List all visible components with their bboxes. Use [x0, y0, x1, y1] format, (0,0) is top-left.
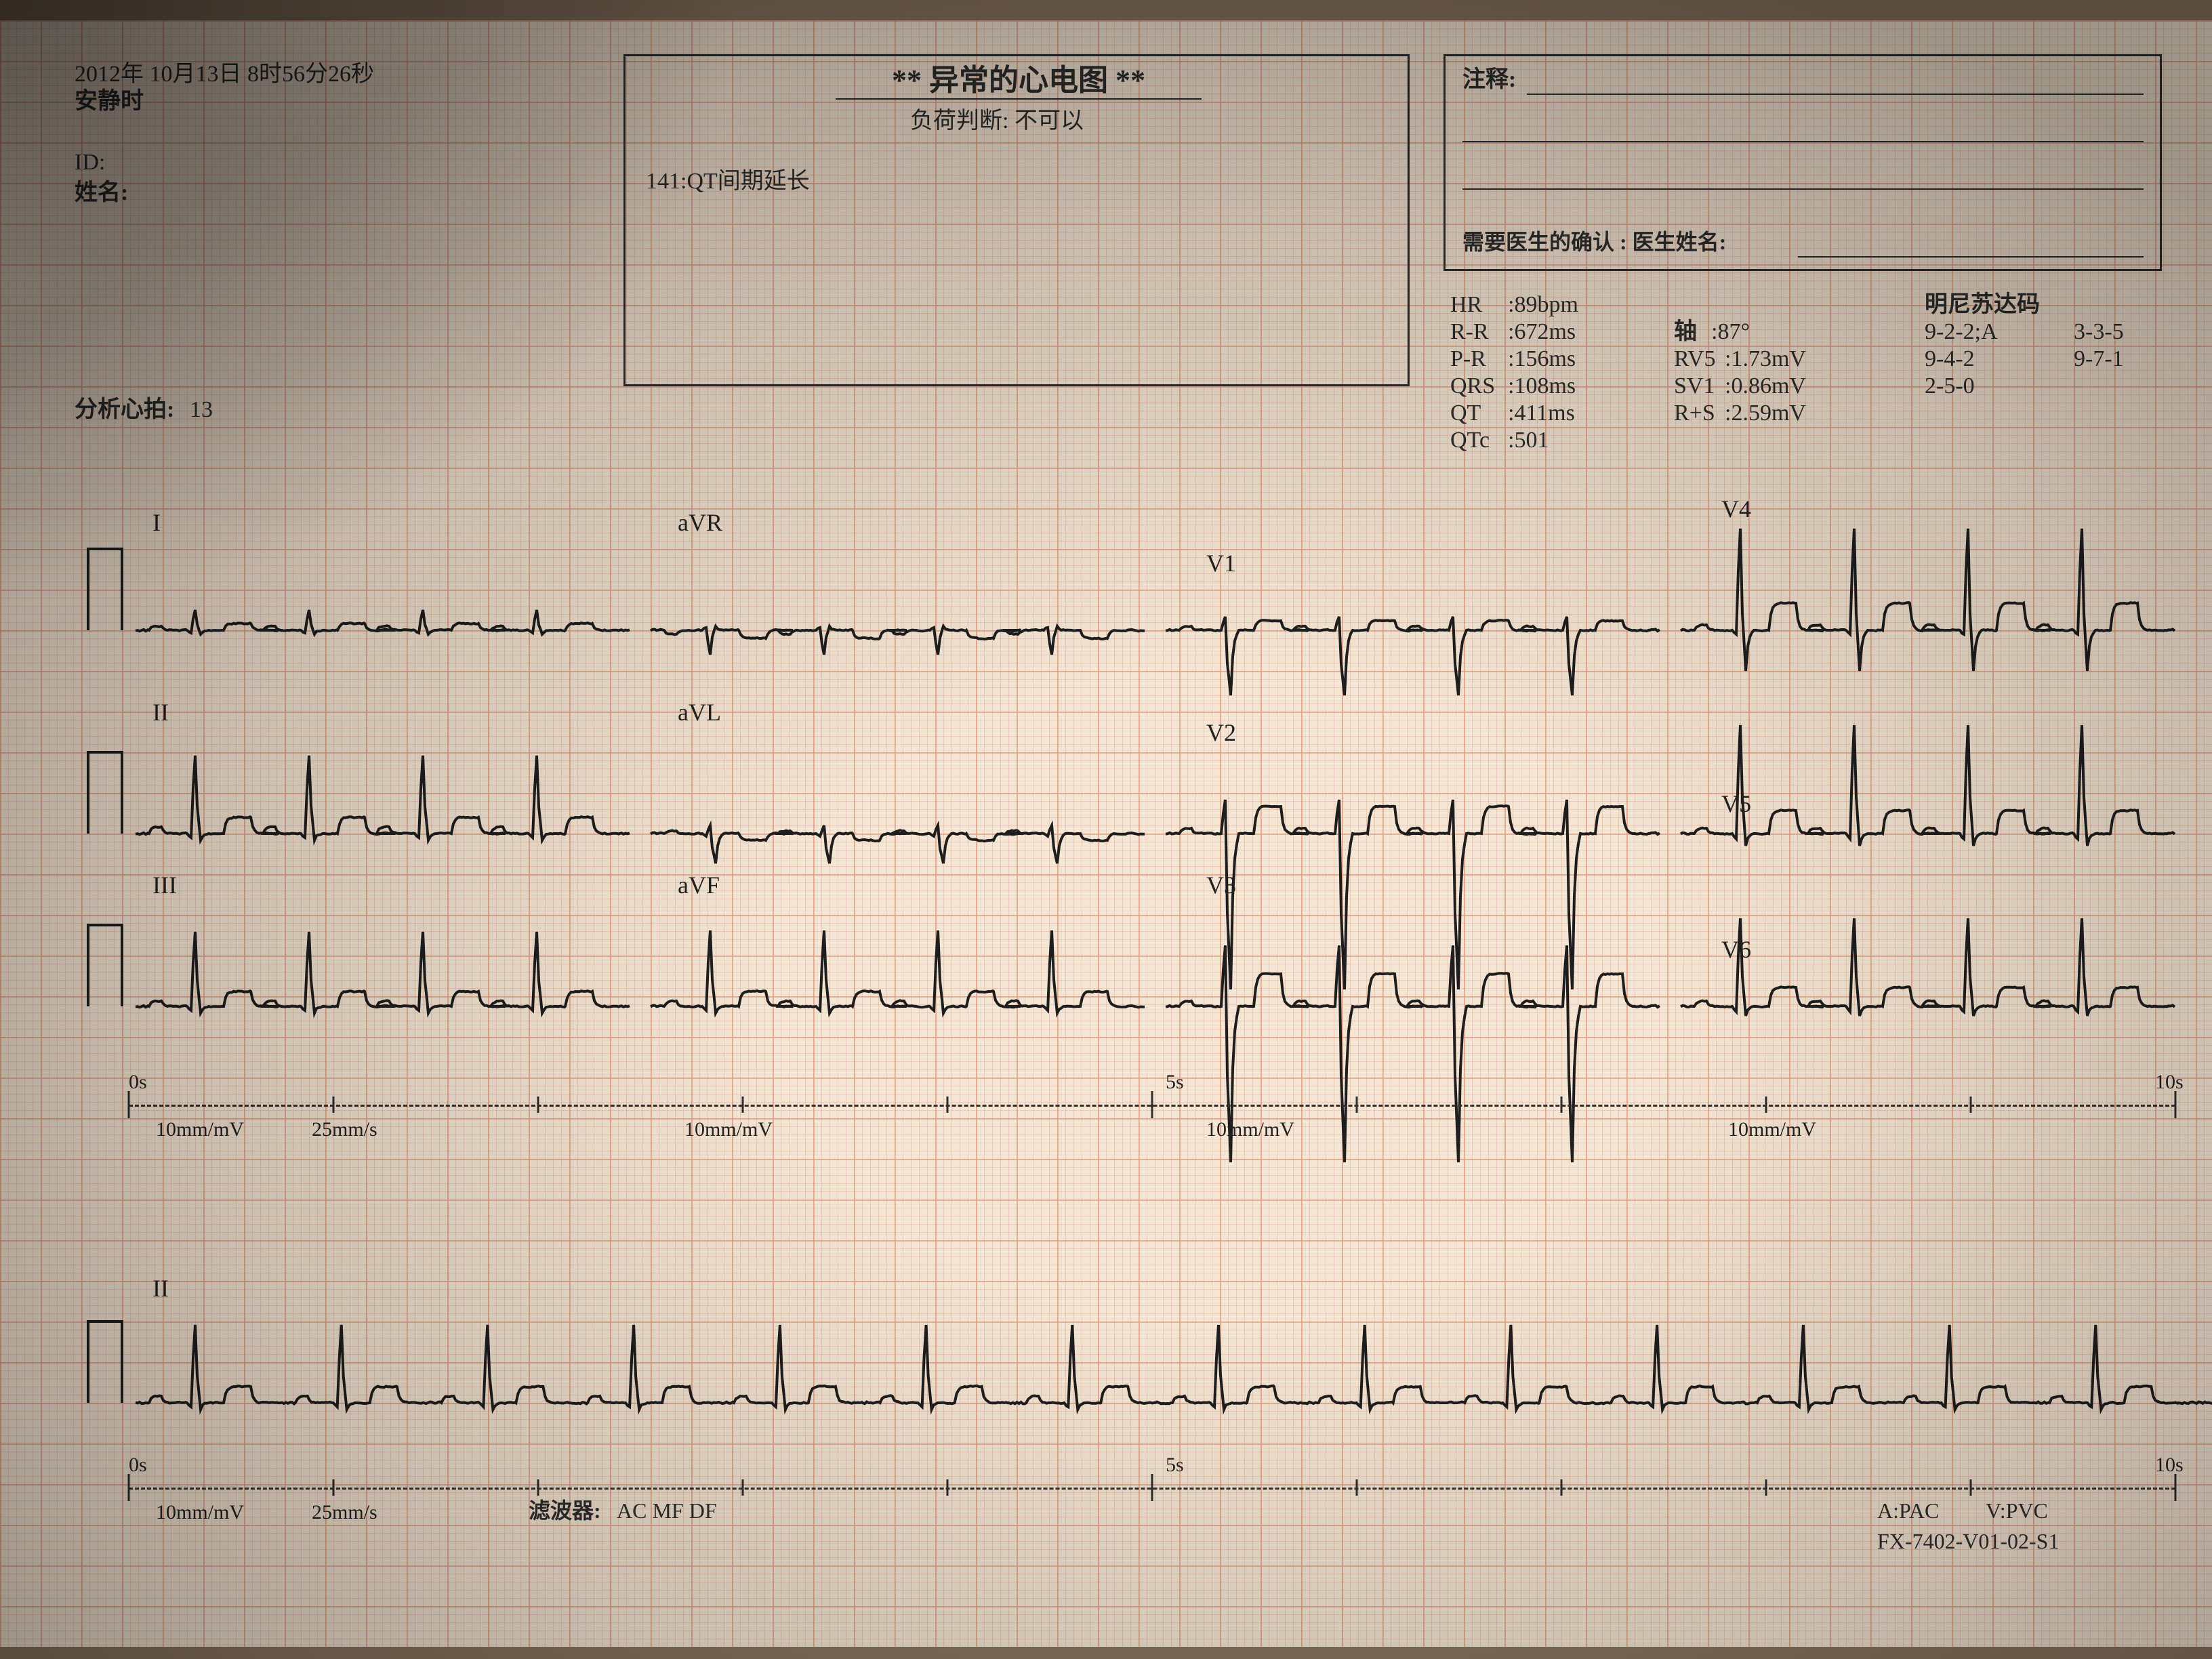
gain-2: 10mm/mV: [684, 1118, 773, 1141]
metric-rr-k: R-R: [1450, 319, 1489, 346]
gain-3: 10mm/mV: [1206, 1118, 1294, 1141]
metric-rr-v: :672ms: [1508, 319, 1576, 346]
metric-rs-v: :2.59mV: [1725, 400, 1806, 428]
metric-rs-k: R+S: [1674, 400, 1715, 428]
diagnosis-finding: 141:QT间期延长: [646, 168, 810, 196]
gain-1: 10mm/mV: [156, 1118, 244, 1141]
ecg-row-1: [81, 535, 2196, 739]
metric-rv5-k: RV5: [1674, 346, 1716, 373]
scale-10s-upper: 10s: [2155, 1071, 2184, 1094]
ruler-ticks-lower: [129, 1474, 2175, 1501]
metric-axis-k: 轴: [1674, 319, 1697, 346]
name-label: 姓名:: [75, 180, 128, 207]
confirm-label: 需要医生的确认 : 医生姓名:: [1462, 229, 1726, 255]
state: 安静时: [75, 88, 144, 116]
metric-hr-k: HR: [1450, 291, 1482, 319]
filter-label: 滤波器:: [529, 1498, 601, 1523]
scale-5s-upper: 5s: [1166, 1071, 1184, 1094]
device-id: FX-7402-V01-02-S1: [1877, 1528, 2059, 1554]
diagnosis-box: ** 异常的心电图 ** 负荷判断: 不可以 141:QT间期延长: [623, 54, 1410, 386]
diagnosis-subtitle: 负荷判断: 不可以: [910, 108, 1084, 136]
lead-rhythm: II: [152, 1274, 169, 1303]
lead-V4: V4: [1721, 495, 1751, 523]
filter-value: AC MF DF: [617, 1498, 717, 1523]
metric-axis-v: :87°: [1711, 319, 1750, 346]
scale-0s-upper: 0s: [129, 1071, 147, 1094]
metric-qrs-v: :108ms: [1508, 373, 1576, 401]
ruler-ticks-upper: [129, 1091, 2175, 1118]
diagnosis-title: ** 异常的心电图 **: [829, 63, 1208, 99]
speed-lower: 25mm/s: [312, 1501, 377, 1524]
metric-qt-v: :411ms: [1508, 400, 1575, 428]
mn-2: 2-5-0: [1925, 373, 1975, 401]
metric-qtc-k: QTc: [1450, 427, 1490, 455]
lead-aVR: aVR: [678, 508, 722, 537]
lead-I: I: [152, 508, 161, 537]
metric-qt-k: QT: [1450, 400, 1481, 428]
scale-10s-lower: 10s: [2155, 1454, 2184, 1477]
metric-sv1-k: SV1: [1674, 373, 1715, 401]
scale-5s-lower: 5s: [1166, 1454, 1184, 1477]
metric-qrs-k: QRS: [1450, 373, 1495, 401]
metric-rv5-v: :1.73mV: [1725, 346, 1806, 373]
gain-lower: 10mm/mV: [156, 1501, 244, 1524]
analysis-beats-value: 13: [190, 396, 213, 424]
metric-sv1-v: :0.86mV: [1725, 373, 1806, 401]
comment-label: 注释:: [1462, 66, 1516, 94]
ecg-rhythm: [81, 1308, 2196, 1484]
scale-0s-lower: 0s: [129, 1454, 147, 1477]
metric-qtc-v: :501: [1508, 427, 1549, 455]
mn-b0: 3-3-5: [2074, 319, 2124, 346]
legend-v: V:PVC: [1986, 1498, 2048, 1523]
mn-1: 9-4-2: [1925, 346, 1975, 373]
metric-hr-v: :89bpm: [1508, 291, 1578, 319]
analysis-beats-label: 分析心拍:: [75, 396, 174, 424]
metric-pr-k: P-R: [1450, 346, 1486, 373]
id-label: ID:: [75, 149, 105, 177]
speed-1: 25mm/s: [312, 1118, 377, 1141]
datetime: 2012年 10月13日 8时56分26秒: [75, 61, 374, 89]
legend-a: A:PAC: [1877, 1498, 1939, 1523]
minnesota-title: 明尼苏达码: [1925, 291, 2040, 319]
comment-box: 注释: 需要医生的确认 : 医生姓名:: [1443, 54, 2162, 271]
ecg-paper: 2012年 10月13日 8时56分26秒 安静时 ID: 姓名: 分析心拍: …: [0, 20, 2212, 1647]
mn-0: 9-2-2;A: [1925, 319, 1998, 346]
ecg-row-3: [81, 901, 2196, 1186]
mn-b1: 9-7-1: [2074, 346, 2124, 373]
metric-pr-v: :156ms: [1508, 346, 1576, 373]
gain-4: 10mm/mV: [1728, 1118, 1816, 1141]
